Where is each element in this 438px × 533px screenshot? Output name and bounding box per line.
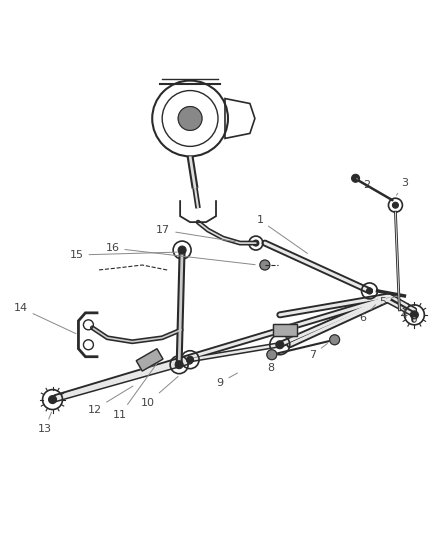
Text: 6: 6: [359, 305, 375, 323]
Circle shape: [178, 107, 202, 131]
Text: 14: 14: [14, 303, 76, 334]
Text: 13: 13: [38, 412, 52, 434]
Bar: [273, 324, 297, 336]
Text: 15: 15: [70, 250, 177, 260]
Circle shape: [49, 395, 57, 403]
Circle shape: [253, 240, 259, 246]
Circle shape: [260, 260, 270, 270]
Circle shape: [276, 341, 284, 349]
Text: 11: 11: [113, 364, 156, 419]
Text: 8: 8: [267, 357, 274, 373]
Text: 17: 17: [156, 225, 235, 241]
Circle shape: [187, 356, 194, 363]
Text: 3: 3: [396, 178, 408, 195]
Text: 9: 9: [216, 373, 237, 387]
Text: 1: 1: [256, 215, 307, 254]
Text: 5: 5: [379, 296, 397, 307]
Circle shape: [367, 288, 372, 294]
Bar: [136, 349, 163, 371]
Circle shape: [175, 361, 183, 369]
Text: 7: 7: [309, 343, 328, 360]
Circle shape: [267, 350, 277, 360]
Text: 2: 2: [357, 178, 370, 190]
Bar: [136, 349, 163, 371]
Text: 10: 10: [141, 376, 178, 408]
Bar: [273, 324, 297, 336]
Circle shape: [330, 335, 339, 345]
Text: 12: 12: [87, 386, 133, 415]
Text: 4: 4: [401, 310, 415, 320]
Circle shape: [178, 246, 186, 254]
Circle shape: [392, 202, 399, 208]
Circle shape: [352, 174, 360, 182]
Circle shape: [410, 311, 418, 319]
Text: 16: 16: [106, 243, 255, 265]
